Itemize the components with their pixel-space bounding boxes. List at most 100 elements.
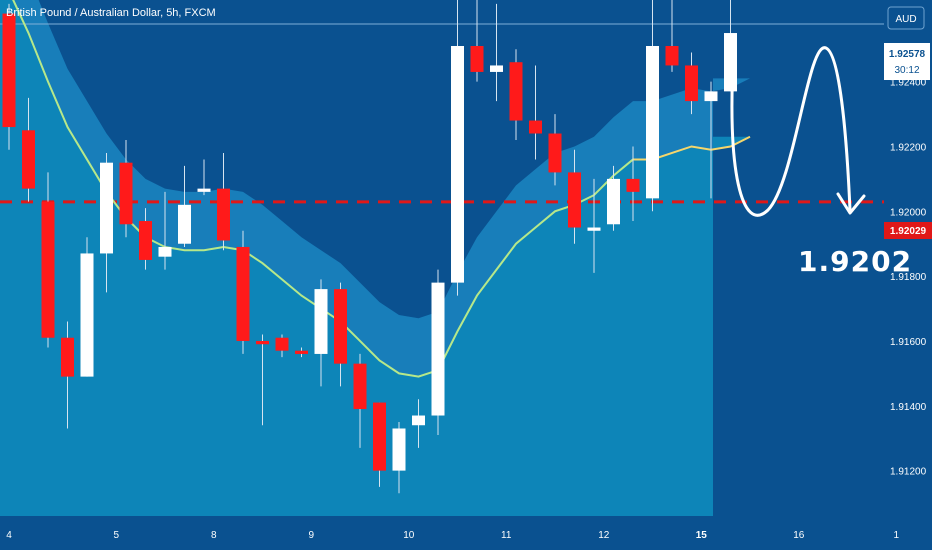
chart-title: British Pound / Australian Dollar, 5h, F… (6, 7, 216, 19)
candle (373, 402, 386, 487)
projection-arrow-head (836, 192, 866, 215)
candle-body (724, 33, 737, 92)
candle-body (490, 65, 503, 72)
candle-body (373, 402, 386, 471)
last-price-badge: 1.92578 30:12 (884, 43, 930, 80)
candle (197, 159, 211, 196)
x-axis-tick-label: 1 (893, 530, 899, 541)
y-axis-tick-label: 1.92000 (890, 207, 927, 218)
candle-body (2, 13, 16, 128)
level-badge-value: 1.92029 (890, 226, 927, 237)
candle-body (626, 178, 640, 192)
candle-body (158, 246, 172, 257)
candle-body (665, 46, 679, 66)
candle-body (100, 162, 113, 254)
candle (646, 0, 659, 212)
candle-body (314, 289, 328, 354)
candle-body (392, 428, 406, 471)
candle-body (236, 246, 250, 341)
currency-badge-box (887, 6, 925, 30)
candle-body (587, 227, 601, 231)
candle (217, 152, 230, 251)
candle (665, 0, 679, 72)
candle-body (704, 91, 718, 102)
candle-body (646, 46, 659, 199)
candle (314, 279, 328, 387)
x-axis-tick-label: 15 (696, 530, 708, 541)
candle (80, 237, 94, 377)
candle (275, 334, 289, 358)
currency-badge-label: AUD (895, 14, 916, 25)
x-axis-tick-label: 11 (501, 530, 512, 541)
axis-layer: 1.91200 1.91400 1.91600 1.91800 1.92000 1.922… (6, 78, 926, 541)
candle (256, 334, 269, 426)
candle (139, 208, 152, 270)
candle (178, 165, 191, 247)
last-price-value: 1.92578 (889, 49, 926, 60)
candle (41, 172, 55, 348)
candle-body (22, 130, 35, 189)
x-axis-tick-label: 9 (308, 530, 314, 541)
candle-body (470, 46, 484, 72)
candle-body (412, 415, 425, 426)
last-price-badge-box (884, 43, 930, 80)
candle (529, 65, 542, 160)
annotation-layer: 1.9202 (730, 46, 912, 278)
candle (119, 140, 133, 238)
x-axis-tick-label: 4 (6, 530, 12, 541)
candle (509, 49, 523, 140)
candle-body (685, 65, 698, 102)
projection-arrow-path (730, 46, 852, 217)
candle (431, 269, 445, 435)
x-axis-tick-label: 12 (598, 530, 610, 541)
fill-layer (0, 0, 750, 516)
y-axis-tick-label: 1.91400 (890, 402, 927, 413)
candle (704, 81, 718, 199)
candle (61, 321, 74, 429)
candle (353, 353, 367, 448)
candle-body (61, 337, 74, 377)
level-badge: 1.92029 (884, 222, 932, 239)
candle (392, 422, 406, 494)
candle-body (568, 172, 581, 228)
candle-body (451, 46, 464, 283)
candle (685, 52, 698, 115)
candle (295, 347, 308, 358)
y-axis-tick-label: 1.92200 (890, 142, 927, 153)
y-axis-tick-label: 1.92400 (890, 78, 927, 89)
candle-body (217, 188, 230, 241)
candle-body (548, 133, 562, 173)
candle-body (178, 204, 191, 244)
target-level-label: 1.9202 (798, 245, 912, 278)
candle (22, 97, 35, 202)
candle-body (119, 162, 133, 225)
candle (470, 0, 484, 82)
candle (158, 191, 172, 270)
candle (412, 399, 425, 448)
candle (626, 146, 640, 222)
candle (334, 282, 347, 387)
candle-body (139, 221, 152, 260)
candle-body (197, 188, 211, 192)
currency-badge[interactable]: AUD (887, 6, 925, 30)
candles-layer (2, 0, 737, 494)
candle-body (295, 350, 308, 354)
y-axis-tick-label: 1.91600 (890, 337, 927, 348)
candle (2, 3, 16, 150)
candle-body (275, 337, 289, 351)
candle-body (607, 178, 620, 225)
candle (100, 152, 113, 293)
x-axis-tick-label: 8 (211, 530, 217, 541)
candle-body (334, 289, 347, 364)
ma-area (0, 0, 750, 516)
candle-body (509, 62, 523, 121)
x-axis-tick-label: 16 (793, 530, 805, 541)
candle-body (353, 363, 367, 410)
x-axis-tick-label: 5 (113, 530, 119, 541)
candle-body (529, 120, 542, 134)
candle-body (41, 201, 55, 338)
candle-body (256, 340, 269, 345)
candle (607, 165, 620, 231)
